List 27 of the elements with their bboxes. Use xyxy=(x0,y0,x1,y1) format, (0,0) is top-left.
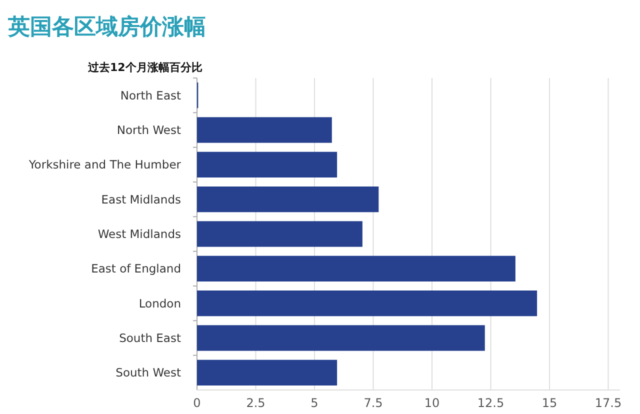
x-tick-label: 15 xyxy=(542,396,558,410)
bar xyxy=(197,360,338,386)
y-tick-label: East of England xyxy=(91,262,181,276)
x-tick-label: 17.5 xyxy=(594,396,622,410)
x-tick-label: 10 xyxy=(424,396,440,410)
x-tick-label: 2.5 xyxy=(246,396,266,410)
chart-subtitle: 过去12个月涨幅百分比 xyxy=(87,61,202,74)
bar xyxy=(197,186,379,212)
bar xyxy=(197,256,516,282)
bar xyxy=(197,152,338,178)
y-tick-label: East Midlands xyxy=(101,192,181,206)
y-tick-label: North West xyxy=(116,123,182,137)
y-tick-label: South West xyxy=(116,366,182,380)
x-tick-label: 0 xyxy=(193,396,201,410)
y-tick-label: Yorkshire and The Humber xyxy=(28,158,182,172)
y-tick-label: North East xyxy=(120,88,182,102)
y-tick-label: West Midlands xyxy=(98,227,182,241)
x-tick-label: 12.5 xyxy=(477,396,504,410)
bar xyxy=(197,117,332,143)
chart-title: 英国各区域房价涨幅 xyxy=(7,14,206,40)
bar xyxy=(197,290,538,316)
bar xyxy=(197,325,485,351)
y-tick-label: London xyxy=(138,296,181,310)
x-tick-label: 7.5 xyxy=(364,396,383,410)
x-tick-label: 5 xyxy=(310,396,318,410)
bar xyxy=(197,221,362,247)
y-tick-label: South East xyxy=(119,331,182,345)
